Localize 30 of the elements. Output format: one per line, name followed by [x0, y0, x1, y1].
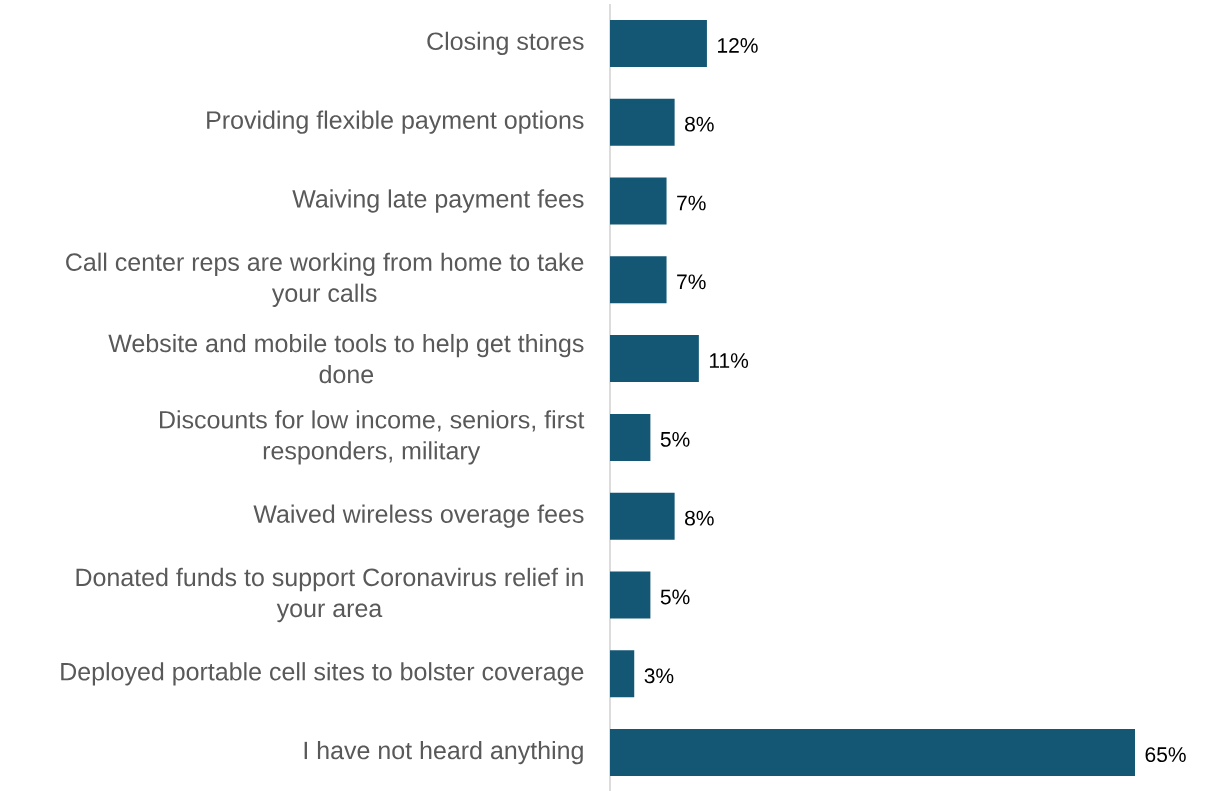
y-tick-label: Website and mobile tools to help get things done [108, 333, 584, 384]
bar [610, 19, 707, 67]
bar [610, 571, 651, 619]
bar [610, 98, 675, 146]
y-tick-label: Deployed portable cell sites to bolster coverage [61, 662, 584, 686]
bar [610, 650, 635, 698]
bar [610, 413, 651, 461]
data-label: 5% [660, 432, 690, 447]
data-label: 8% [685, 116, 714, 132]
bar [610, 492, 675, 540]
data-label: 7% [677, 274, 706, 290]
data-label: 8% [685, 510, 714, 526]
data-label: 5% [660, 589, 690, 605]
data-label: 11% [709, 353, 749, 368]
data-label: 12% [718, 38, 758, 53]
y-tick-label: Waiving late payment fees [292, 189, 584, 213]
y-tick-label: Donated funds to support Coronavirus relief in your area [76, 567, 583, 623]
bar [610, 256, 667, 304]
y-tick-label: Waived wireless overage fees [253, 504, 584, 528]
y-tick-label: Discounts for low income, seniors, first responders, military [160, 410, 585, 465]
data-label: 3% [644, 668, 674, 684]
bar [610, 335, 699, 383]
bar [610, 177, 667, 225]
y-tick-label: Providing flexible payment options [207, 110, 584, 134]
data-label: 7% [677, 195, 706, 211]
y-tick-label: Call center reps are working from home to take your calls [66, 252, 584, 307]
y-tick-label: I have not heard anything [304, 740, 583, 765]
data-label: 65% [1145, 747, 1186, 763]
bar [610, 729, 1136, 777]
y-tick-label: Closing stores [427, 31, 584, 56]
